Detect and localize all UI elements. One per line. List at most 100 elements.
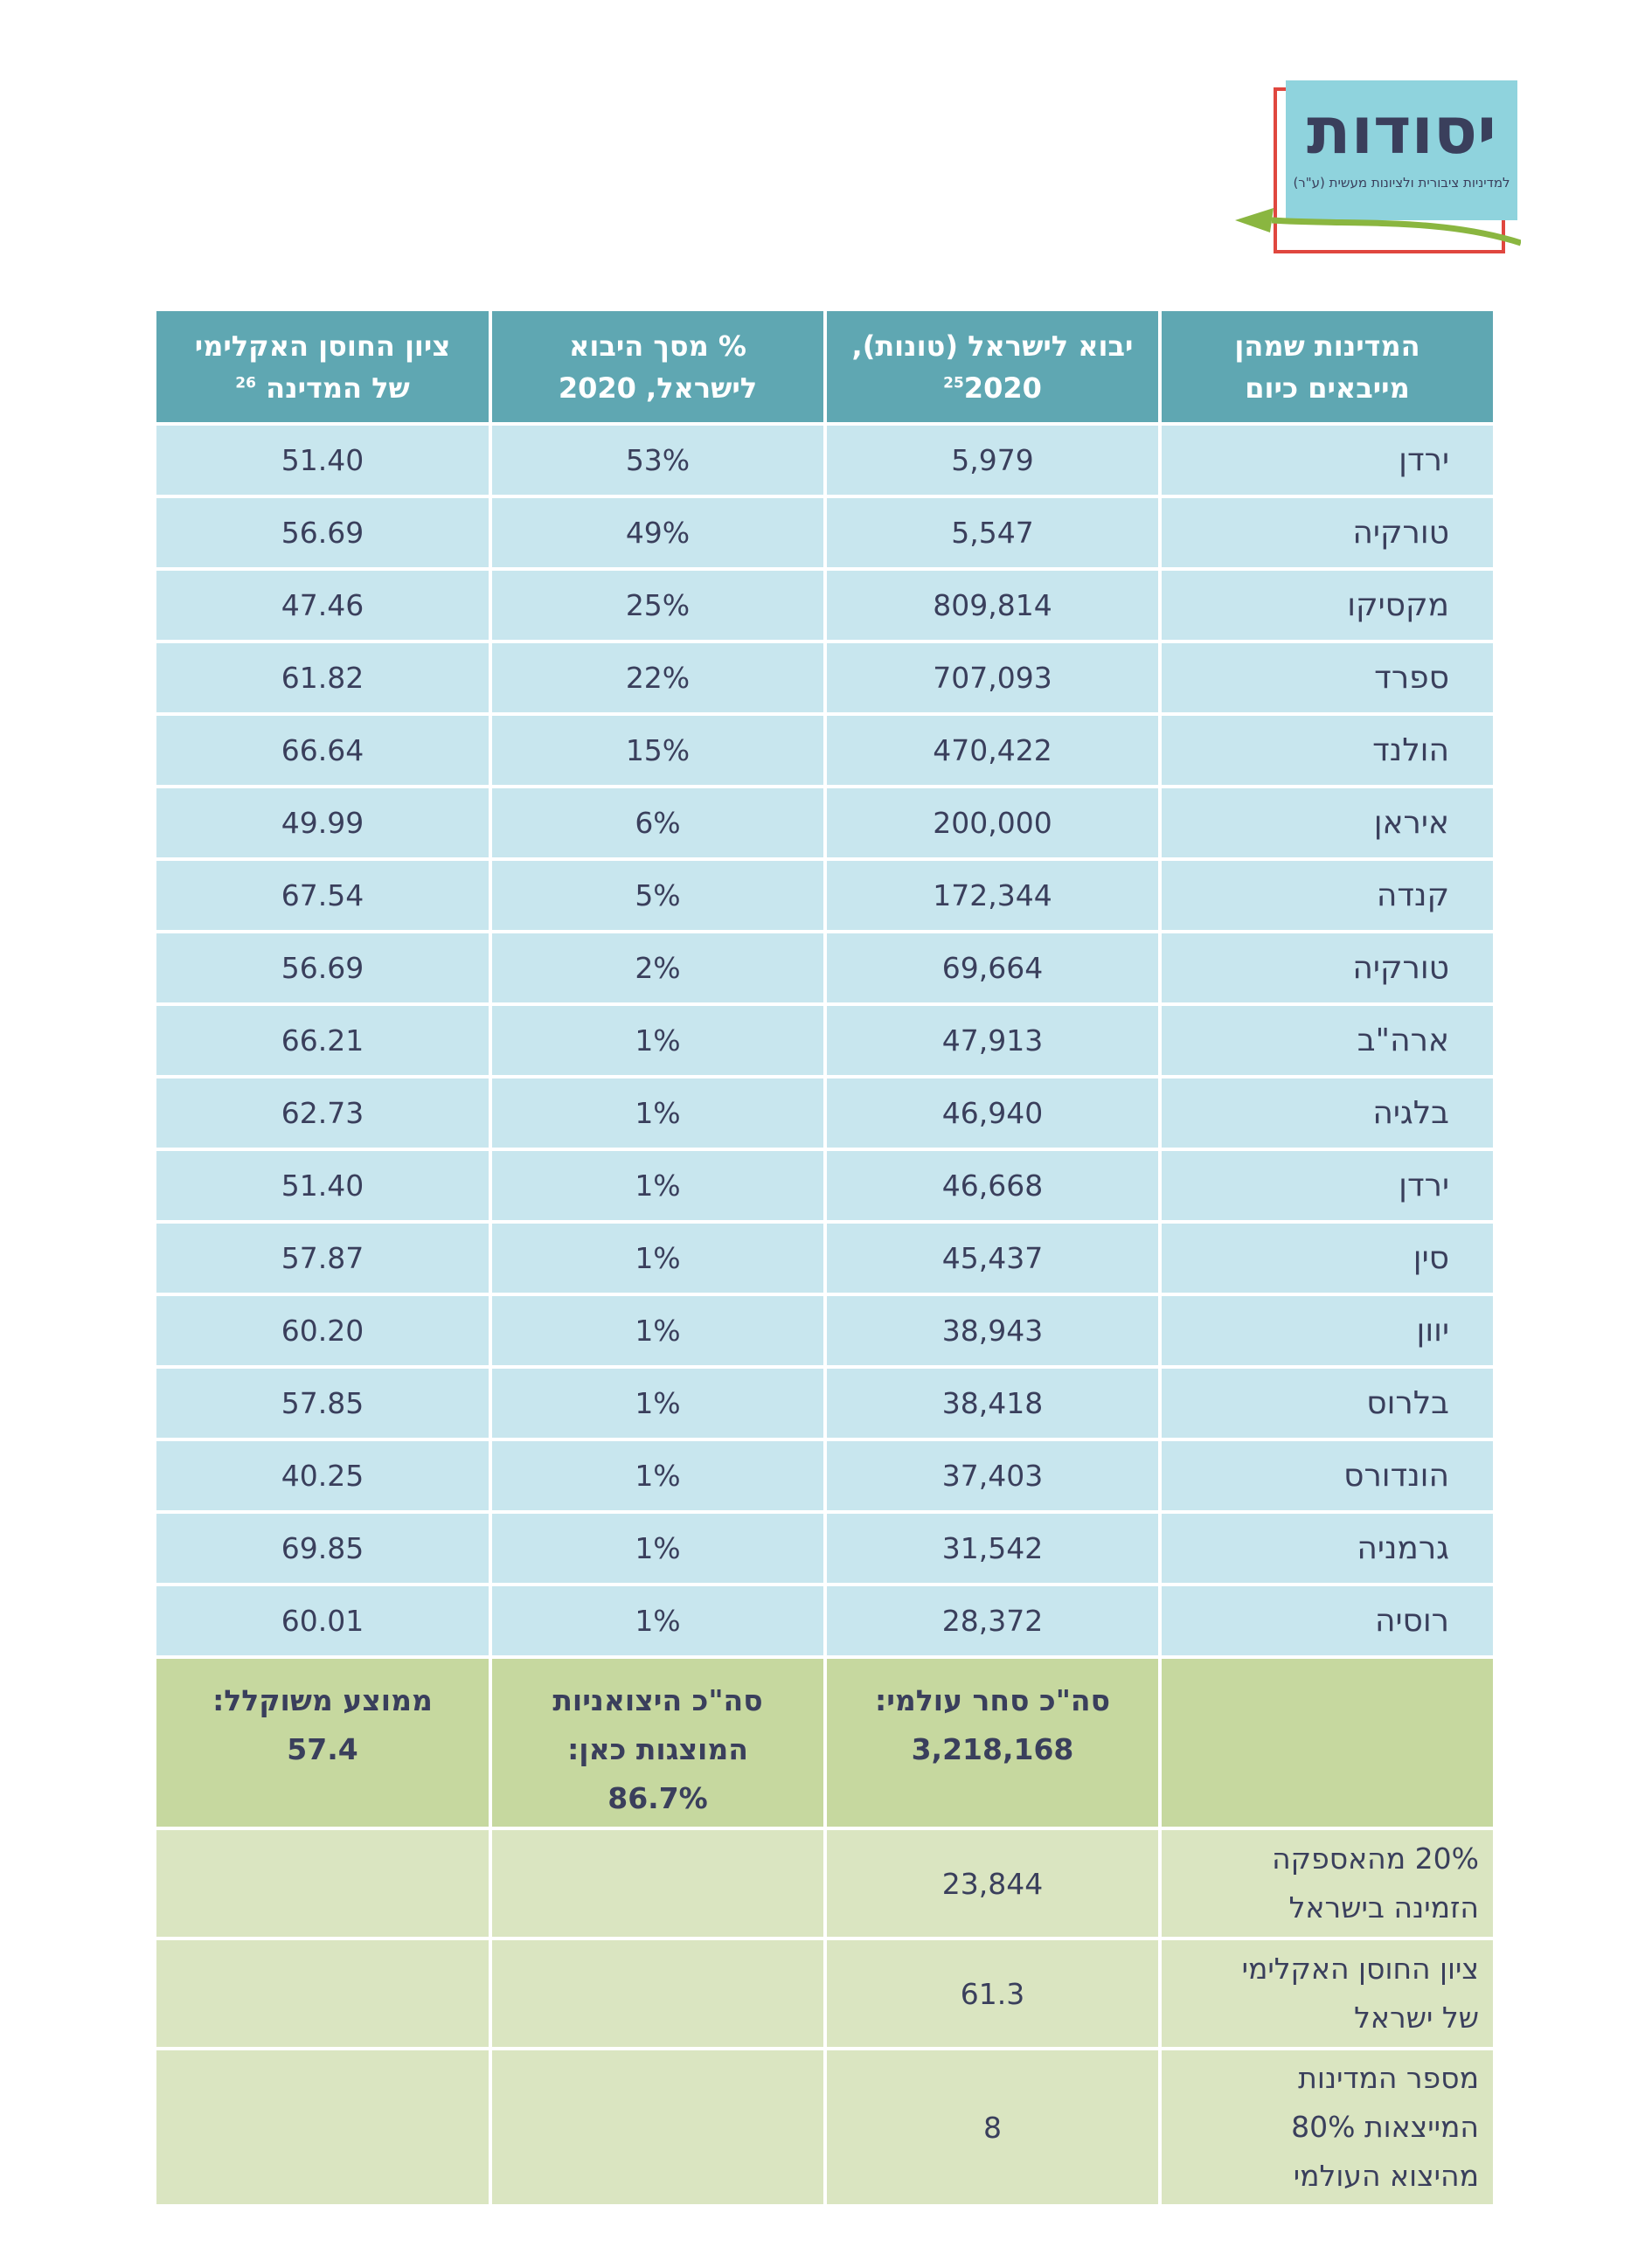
- share-cell: 1%: [489, 1510, 827, 1586]
- footnote-26: 26: [235, 373, 256, 392]
- extra-label-cell: 20% מהאספקה הזמינה בישראל: [1158, 1827, 1496, 1940]
- import-cell: 5,547: [823, 495, 1162, 571]
- share-cell: 5%: [489, 857, 827, 933]
- import-cell: 38,418: [823, 1365, 1162, 1441]
- table-row: גרמניה 31,542 1% 69.85: [153, 1510, 1496, 1586]
- table-row: ארה"ב 47,913 1% 66.21: [153, 1002, 1496, 1078]
- extra-value-cell: 61.3: [823, 1937, 1162, 2050]
- import-cell: 5,979: [823, 422, 1162, 498]
- country-cell: טורקיה: [1158, 495, 1496, 571]
- world-trade-label: סה"כ סחר עולמי:: [875, 1683, 1110, 1717]
- header-share: % מסך היבוא לישראל, 2020: [489, 308, 827, 426]
- table-row: בלגיה 46,940 1% 62.73: [153, 1075, 1496, 1151]
- index-cell: 66.21: [153, 1002, 492, 1078]
- share-cell: 49%: [489, 495, 827, 571]
- import-cell: 200,000: [823, 785, 1162, 861]
- index-cell: 56.69: [153, 495, 492, 571]
- index-cell: 66.64: [153, 712, 492, 788]
- extra-label-cell: ציון החוסן האקלימי של ישראל: [1158, 1937, 1496, 2050]
- share-cell: 1%: [489, 1438, 827, 1514]
- extra-row: מספר המדינות המייצאות 80% מהיצוא העולמי …: [153, 2047, 1496, 2208]
- import-cell: 37,403: [823, 1438, 1162, 1514]
- footnote-25: 25: [943, 373, 964, 392]
- country-cell: ירדן: [1158, 422, 1496, 498]
- import-cell: 470,422: [823, 712, 1162, 788]
- extra-row: 20% מהאספקה הזמינה בישראל 23,844: [153, 1827, 1496, 1940]
- table-row: הולנד 470,422 15% 66.64: [153, 712, 1496, 788]
- extra-value-cell: 8: [823, 2047, 1162, 2208]
- table-row: טורקיה 69,664 2% 56.69: [153, 930, 1496, 1006]
- country-cell: הולנד: [1158, 712, 1496, 788]
- country-cell: סין: [1158, 1220, 1496, 1296]
- country-cell: ארה"ב: [1158, 1002, 1496, 1078]
- index-cell: 57.87: [153, 1220, 492, 1296]
- world-trade-cell: סה"כ סחר עולמי: 3,218,168: [823, 1655, 1162, 1830]
- totals-empty-cell: [1158, 1655, 1496, 1830]
- country-cell: בלגיה: [1158, 1075, 1496, 1151]
- index-cell: 62.73: [153, 1075, 492, 1151]
- share-cell: 1%: [489, 1365, 827, 1441]
- country-cell: רוסיה: [1158, 1583, 1496, 1659]
- country-cell: הונדורס: [1158, 1438, 1496, 1514]
- country-cell: ספרד: [1158, 640, 1496, 716]
- index-cell: 57.85: [153, 1365, 492, 1441]
- import-cell: 31,542: [823, 1510, 1162, 1586]
- import-cell: 45,437: [823, 1220, 1162, 1296]
- extra-empty-cell: [153, 2047, 492, 2208]
- country-cell: איראן: [1158, 785, 1496, 861]
- yesodot-logo: יסודות למדיניות ציבורית ולציונות מעשית (…: [1219, 77, 1521, 260]
- extra-value-cell: 23,844: [823, 1827, 1162, 1940]
- import-cell: 172,344: [823, 857, 1162, 933]
- import-cell: 809,814: [823, 567, 1162, 643]
- table-row: מקסיקו 809,814 25% 47.46: [153, 567, 1496, 643]
- table-row: ספרד 707,093 22% 61.82: [153, 640, 1496, 716]
- share-cell: 25%: [489, 567, 827, 643]
- world-trade-value: 3,218,168: [911, 1732, 1074, 1766]
- index-cell: 60.01: [153, 1583, 492, 1659]
- share-cell: 1%: [489, 1220, 827, 1296]
- exporters-value: 86.7%: [607, 1781, 708, 1815]
- country-cell: יוון: [1158, 1293, 1496, 1369]
- extra-empty-cell: [489, 1827, 827, 1940]
- country-cell: גרמניה: [1158, 1510, 1496, 1586]
- logo-title: יסודות: [1307, 94, 1496, 169]
- share-cell: 6%: [489, 785, 827, 861]
- import-cell: 38,943: [823, 1293, 1162, 1369]
- extra-empty-cell: [153, 1827, 492, 1940]
- import-cell: 46,668: [823, 1148, 1162, 1224]
- index-cell: 61.82: [153, 640, 492, 716]
- header-resilience: ציון החוסן האקלימי של המדינה 26: [153, 308, 492, 426]
- index-cell: 51.40: [153, 422, 492, 498]
- import-cell: 46,940: [823, 1075, 1162, 1151]
- country-cell: קנדה: [1158, 857, 1496, 933]
- index-cell: 67.54: [153, 857, 492, 933]
- index-cell: 56.69: [153, 930, 492, 1006]
- index-cell: 69.85: [153, 1510, 492, 1586]
- import-cell: 69,664: [823, 930, 1162, 1006]
- totals-row: סה"כ סחר עולמי: 3,218,168 סה"כ היצואניות…: [153, 1655, 1496, 1830]
- table-row: ירדן 5,979 53% 51.40: [153, 422, 1496, 498]
- header-import: יבוא לישראל (טונות), 252020: [823, 308, 1162, 426]
- country-cell: ירדן: [1158, 1148, 1496, 1224]
- share-cell: 1%: [489, 1583, 827, 1659]
- import-cell: 707,093: [823, 640, 1162, 716]
- weighted-average-value: 57.4: [287, 1732, 358, 1766]
- table-row: טורקיה 5,547 49% 56.69: [153, 495, 1496, 571]
- extra-empty-cell: [489, 2047, 827, 2208]
- country-cell: מקסיקו: [1158, 567, 1496, 643]
- logo-arrow-icon: [1235, 208, 1521, 246]
- table-row: בלרוס 38,418 1% 57.85: [153, 1365, 1496, 1441]
- share-cell: 1%: [489, 1075, 827, 1151]
- import-cell: 28,372: [823, 1583, 1162, 1659]
- table-row: רוסיה 28,372 1% 60.01: [153, 1583, 1496, 1659]
- import-table: המדינות שמהן מייבאים כיום יבוא לישראל (ט…: [153, 308, 1496, 2208]
- table-row: איראן 200,000 6% 49.99: [153, 785, 1496, 861]
- index-cell: 51.40: [153, 1148, 492, 1224]
- country-cell: בלרוס: [1158, 1365, 1496, 1441]
- logo-teal-block: [1286, 80, 1517, 220]
- exporters-label-2: המוצגות כאן:: [567, 1732, 748, 1766]
- header-country: המדינות שמהן מייבאים כיום: [1158, 308, 1496, 426]
- import-cell: 47,913: [823, 1002, 1162, 1078]
- share-cell: 15%: [489, 712, 827, 788]
- extra-label-cell: מספר המדינות המייצאות 80% מהיצוא העולמי: [1158, 2047, 1496, 2208]
